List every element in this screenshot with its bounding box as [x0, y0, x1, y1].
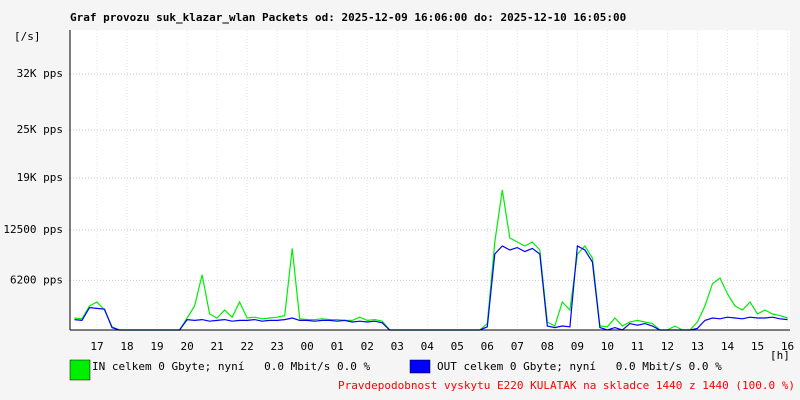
x-tick-label: 13 — [691, 340, 704, 353]
x-tick-label: 17 — [90, 340, 103, 353]
x-tick-label: 16 — [781, 340, 794, 353]
legend-label: IN celkem 0 Gbyte; nyní 0.0 Mbit/s 0.0 % — [92, 360, 371, 373]
x-tick-label: 18 — [120, 340, 133, 353]
x-tick-label: 04 — [421, 340, 435, 353]
legend-label: OUT celkem 0 Gbyte; nyní 0.0 Mbit/s 0.0 … — [437, 360, 722, 373]
x-tick-label: 14 — [721, 340, 735, 353]
y-axis-label: [/s] — [14, 30, 41, 43]
x-tick-label: 20 — [180, 340, 193, 353]
footer-note: Pravdepodobnost vyskytu E220 KULATAK na … — [338, 379, 795, 392]
x-tick-label: 23 — [271, 340, 284, 353]
x-tick-label: 21 — [210, 340, 223, 353]
x-tick-label: 03 — [391, 340, 404, 353]
legend-swatch — [69, 359, 91, 381]
y-tick-label: 32K pps — [17, 67, 63, 80]
x-tick-label: 22 — [241, 340, 254, 353]
y-tick-label: 12500 pps — [3, 223, 63, 236]
x-tick-label: 00 — [301, 340, 314, 353]
plot-area — [70, 30, 790, 330]
x-axis-label: [h] — [770, 349, 790, 362]
x-tick-label: 02 — [361, 340, 374, 353]
chart-title: Graf provozu suk_klazar_wlan Packets od:… — [70, 11, 626, 24]
legend-swatch — [409, 359, 431, 374]
x-tick-label: 12 — [661, 340, 674, 353]
x-tick-label: 10 — [601, 340, 614, 353]
y-tick-label: 25K pps — [17, 123, 63, 136]
y-tick-label: 6200 pps — [10, 273, 63, 286]
x-tick-label: 07 — [511, 340, 524, 353]
x-tick-label: 01 — [331, 340, 344, 353]
y-tick-label: 19K pps — [17, 171, 63, 184]
x-tick-label: 05 — [451, 340, 464, 353]
x-tick-label: 19 — [150, 340, 163, 353]
x-tick-label: 08 — [541, 340, 554, 353]
x-tick-label: 11 — [631, 340, 644, 353]
x-tick-label: 15 — [751, 340, 764, 353]
x-tick-label: 09 — [571, 340, 584, 353]
x-tick-label: 06 — [481, 340, 494, 353]
